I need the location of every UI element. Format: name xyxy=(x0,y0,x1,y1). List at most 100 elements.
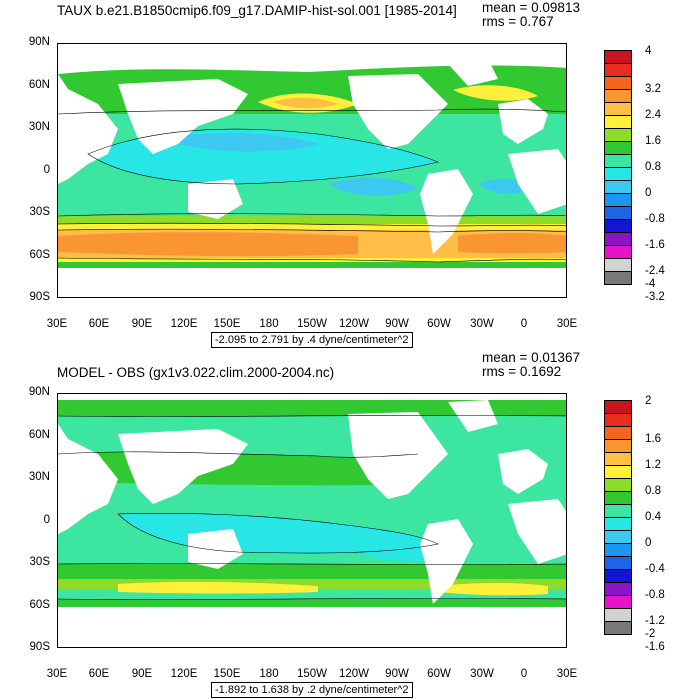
legend-label: -2.4 xyxy=(645,265,665,277)
lat-label: 30N xyxy=(28,121,50,133)
lat-label: 0 xyxy=(43,164,50,176)
lon-label: 120E xyxy=(170,318,198,330)
legend-swatch xyxy=(604,504,632,518)
lat-label: 30S xyxy=(29,556,50,568)
legend-label: 4 xyxy=(645,45,652,57)
legend-swatch xyxy=(604,102,632,116)
lon-label: 120W xyxy=(338,318,370,330)
legend-swatch xyxy=(604,530,632,544)
rms-value: rms = 0.1692 xyxy=(482,364,562,379)
legend-swatch xyxy=(604,193,632,207)
lon-label: 180 xyxy=(259,668,279,680)
lat-label: 60N xyxy=(28,429,50,441)
legend-label: -1.2 xyxy=(645,615,665,627)
legend-swatch xyxy=(604,219,632,233)
panel-taux: TAUX b.e21.B1850cmip6.f09_g17.DAMIP-hist… xyxy=(28,0,665,348)
legend-label: -2 xyxy=(645,628,656,640)
legend-swatch xyxy=(604,50,632,64)
legend-swatch xyxy=(604,141,632,155)
lon-label: 60E xyxy=(88,668,110,680)
lon-label: 120W xyxy=(338,668,370,680)
lon-label: 0 xyxy=(520,318,528,330)
lon-label: 150W xyxy=(296,318,328,330)
lat-label: 30N xyxy=(28,471,50,483)
mean-value: mean = 0.09813 xyxy=(482,0,580,15)
lon-label: 90W xyxy=(385,668,409,680)
lon-label: 30W xyxy=(470,668,494,680)
legend-swatch xyxy=(604,439,632,453)
legend-swatch xyxy=(604,167,632,181)
legend-label: -0.8 xyxy=(645,213,665,225)
legend-swatch xyxy=(604,258,632,272)
legend-swatch xyxy=(604,452,632,466)
lon-label: 180 xyxy=(259,318,279,330)
lat-label: 90S xyxy=(29,291,50,303)
lat-label: 30S xyxy=(29,206,50,218)
rms-value: rms = 0.767 xyxy=(482,14,554,29)
legend-label: -0.4 xyxy=(645,563,665,575)
legend-label: -0.8 xyxy=(645,589,665,601)
legend-swatch xyxy=(604,180,632,194)
legend-swatch xyxy=(604,478,632,492)
lat-label: 90N xyxy=(28,386,50,398)
world-map xyxy=(57,43,567,298)
legend-label: -1.6 xyxy=(645,641,665,653)
lon-label: 90W xyxy=(385,318,409,330)
legend-swatch xyxy=(604,608,632,622)
lat-label: 90S xyxy=(29,641,50,653)
legend-swatch xyxy=(604,400,632,414)
lon-label: 60E xyxy=(88,318,110,330)
lon-label: 120E xyxy=(170,668,198,680)
lon-label: 150W xyxy=(296,668,328,680)
lon-label: 30E xyxy=(556,668,578,680)
lon-label: 30E xyxy=(556,318,578,330)
legend-swatch xyxy=(604,543,632,557)
world-map xyxy=(57,393,567,648)
legend-label: 3.2 xyxy=(645,83,661,95)
legend-label: -3.2 xyxy=(645,291,665,303)
legend-swatch xyxy=(604,582,632,596)
legend-swatch xyxy=(604,595,632,609)
legend-swatch xyxy=(604,413,632,427)
legend-swatch xyxy=(604,621,632,635)
legend-swatch xyxy=(604,245,632,259)
legend-label: -1.6 xyxy=(645,239,665,251)
lon-label: 90E xyxy=(131,318,153,330)
legend-swatch xyxy=(604,465,632,479)
difference-contour-field xyxy=(58,394,566,647)
lon-label: 60W xyxy=(427,318,451,330)
lat-label: 60S xyxy=(29,249,50,261)
legend-swatch xyxy=(604,115,632,129)
lat-label: 60N xyxy=(28,79,50,91)
lat-label: 60S xyxy=(29,599,50,611)
legend-label: 1.2 xyxy=(645,459,661,471)
legend-swatch xyxy=(604,569,632,583)
legend-swatch xyxy=(604,232,632,246)
panel-title: TAUX b.e21.B1850cmip6.f09_g17.DAMIP-hist… xyxy=(57,3,457,18)
lon-label: 30E xyxy=(46,668,68,680)
legend-swatch xyxy=(604,128,632,142)
legend-label: 1.6 xyxy=(645,135,661,147)
panel-model-minus-obs: MODEL - OBS (gx1v3.022.clim.2000-2004.nc… xyxy=(0,350,700,700)
lon-label: 150E xyxy=(213,318,241,330)
lon-label: 30E xyxy=(46,318,68,330)
lon-label: 150E xyxy=(213,668,241,680)
lon-label: 30W xyxy=(470,318,494,330)
lat-label: 0 xyxy=(43,514,50,526)
contour-range-label: -2.095 to 2.791 by .4 dyne/centimeter^2 xyxy=(211,332,413,348)
legend-swatch xyxy=(604,206,632,220)
legend-swatch xyxy=(604,76,632,90)
taux-contour-field xyxy=(58,44,566,297)
legend-swatch xyxy=(604,271,632,285)
legend-label: -4 xyxy=(645,278,656,290)
legend-swatch xyxy=(604,89,632,103)
legend-label: 2.4 xyxy=(645,109,661,121)
legend-label: 0 xyxy=(645,537,652,549)
legend-swatch xyxy=(604,426,632,440)
panel-title: MODEL - OBS (gx1v3.022.clim.2000-2004.nc… xyxy=(57,365,335,380)
legend-label: 0.8 xyxy=(645,161,661,173)
contour-range-label: -1.892 to 1.638 by .2 dyne/centimeter^2 xyxy=(211,682,413,698)
legend-label: 0.8 xyxy=(645,485,661,497)
lat-label: 90N xyxy=(28,36,50,48)
legend-label: 0 xyxy=(645,187,652,199)
